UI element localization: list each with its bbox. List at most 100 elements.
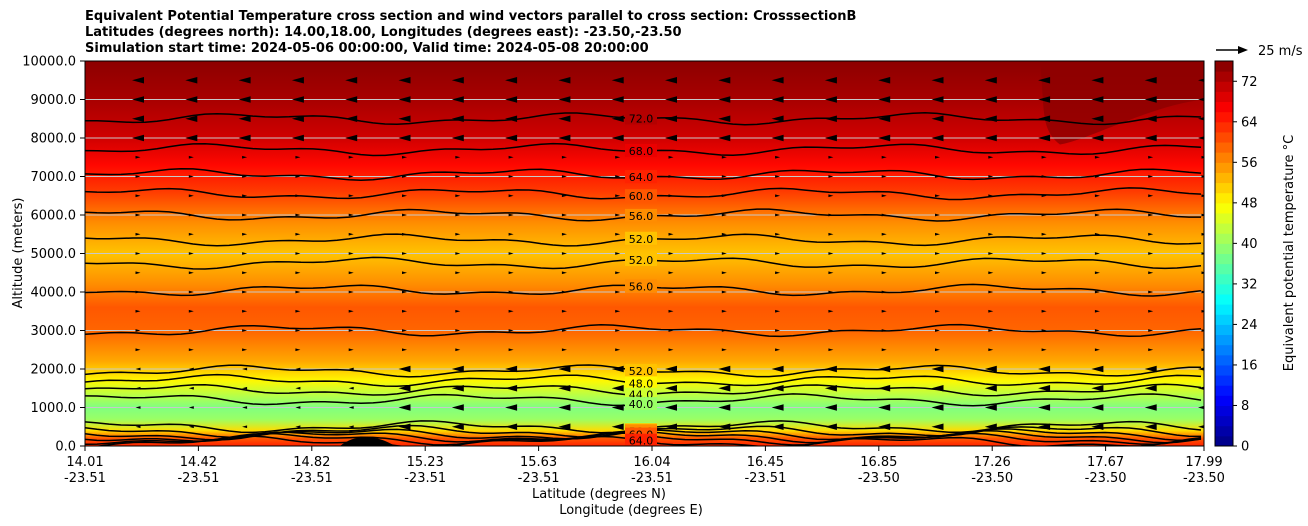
wind-arrow-icon bbox=[1091, 76, 1104, 84]
wind-arrow-icon bbox=[931, 134, 944, 142]
wind-arrow-icon bbox=[242, 386, 248, 390]
wind-arrow-icon bbox=[242, 175, 248, 178]
wind-arrow-icon bbox=[238, 76, 251, 84]
wind-arrow-icon bbox=[668, 329, 674, 332]
wind-arrow-icon bbox=[135, 367, 141, 371]
wind-arrow-icon bbox=[398, 96, 411, 103]
wind-arrow-icon bbox=[1091, 423, 1104, 431]
wind-arrow-icon bbox=[455, 348, 461, 352]
wind-arrow-icon bbox=[185, 134, 198, 142]
wind-arrow-icon bbox=[135, 386, 141, 390]
wind-arrow-icon bbox=[561, 252, 567, 255]
wind-arrow-icon bbox=[505, 134, 518, 142]
contour-label: 48.0 bbox=[629, 377, 654, 390]
wind-arrow-icon bbox=[1148, 232, 1154, 236]
colorbar-band bbox=[1215, 223, 1233, 234]
wind-arrow-icon bbox=[988, 213, 994, 217]
wind-arrow-icon bbox=[824, 115, 837, 123]
wind-arrow-icon bbox=[295, 406, 301, 409]
wind-arrow-icon bbox=[878, 423, 891, 431]
wind-arrow-icon bbox=[931, 404, 944, 411]
wind-arrow-icon bbox=[402, 194, 407, 198]
wind-arrow-icon bbox=[295, 348, 301, 352]
colorbar-band bbox=[1215, 111, 1233, 123]
wind-arrow-icon bbox=[824, 423, 837, 431]
wind-arrow-icon bbox=[611, 96, 624, 103]
wind-arrow-icon bbox=[1094, 213, 1100, 217]
wind-arrow-icon bbox=[188, 309, 194, 313]
wind-arrow-icon bbox=[1094, 309, 1100, 313]
wind-arrow-icon bbox=[615, 175, 621, 178]
wind-arrow-icon bbox=[1041, 175, 1047, 178]
wind-arrow-icon bbox=[345, 134, 358, 142]
wind-arrow-icon bbox=[984, 134, 997, 142]
wind-arrow-icon bbox=[508, 309, 514, 313]
y-tick-label: 10000.0 bbox=[22, 55, 76, 70]
contour-label-bg bbox=[625, 111, 657, 125]
wind-arrow-icon bbox=[291, 76, 304, 84]
wind-arrow-icon bbox=[1198, 136, 1204, 140]
wind-arrow-icon bbox=[828, 175, 834, 178]
wind-arrow-icon bbox=[721, 252, 727, 255]
x-tick-label-lon: -23.51 bbox=[404, 471, 446, 486]
wind-arrow-icon bbox=[824, 404, 837, 411]
wind-arrow-icon bbox=[508, 329, 514, 332]
colorbar-band bbox=[1215, 212, 1233, 224]
wind-arrow-icon bbox=[1094, 175, 1100, 178]
wind-arrow-icon bbox=[668, 232, 674, 236]
wind-arrow-icon bbox=[881, 232, 887, 236]
wind-arrow-icon bbox=[615, 271, 621, 275]
wind-arrow-icon bbox=[878, 365, 891, 373]
wind-arrow-icon bbox=[1201, 329, 1204, 332]
wind-arrow-icon bbox=[1094, 155, 1100, 159]
wind-arrow-icon bbox=[561, 232, 567, 236]
y-tick-label: 3000.0 bbox=[31, 324, 77, 339]
wind-arrow-icon bbox=[291, 115, 304, 123]
colorbar-band bbox=[1215, 81, 1233, 92]
wind-arrow-icon bbox=[828, 232, 834, 236]
x-tick-label-lat: 16.85 bbox=[860, 455, 897, 470]
wind-arrow-icon bbox=[561, 175, 567, 178]
wind-arrow-icon bbox=[931, 423, 944, 431]
wind-arrow-icon bbox=[1201, 290, 1204, 294]
wind-arrow-icon bbox=[1094, 348, 1100, 352]
wind-arrow-icon bbox=[935, 309, 940, 313]
wind-arrow-icon bbox=[561, 155, 567, 159]
wind-arrow-icon bbox=[665, 96, 677, 103]
wind-arrow-icon bbox=[665, 365, 677, 373]
wind-arrow-icon bbox=[188, 348, 194, 352]
colorbar-tick-label: 40 bbox=[1241, 237, 1258, 252]
wind-arrow-icon bbox=[718, 365, 731, 373]
wind-arrow-icon bbox=[402, 329, 407, 332]
wind-arrow-icon bbox=[824, 134, 837, 142]
wind-arrow-icon bbox=[242, 271, 248, 275]
wind-arrow-icon bbox=[1201, 155, 1204, 159]
wind-arrow-icon bbox=[348, 155, 354, 159]
wind-arrow-icon bbox=[878, 96, 891, 103]
wind-arrow-icon bbox=[451, 134, 464, 142]
wind-arrow-icon bbox=[718, 115, 731, 123]
x-tick-label-lon: -23.50 bbox=[1085, 471, 1127, 486]
wind-arrow-icon bbox=[561, 271, 567, 275]
wind-arrow-icon bbox=[615, 252, 621, 255]
wind-arrow-icon bbox=[1094, 232, 1100, 236]
wind-arrow-icon bbox=[188, 232, 194, 236]
wind-arrow-icon bbox=[615, 309, 621, 313]
wind-arrow-icon bbox=[508, 194, 514, 198]
wind-arrow-icon bbox=[1038, 423, 1051, 431]
colorbar-band bbox=[1215, 243, 1233, 254]
wind-arrow-icon bbox=[1041, 348, 1047, 352]
x-tick-label-lon: -23.51 bbox=[518, 471, 560, 486]
wind-arrow-icon bbox=[668, 213, 674, 217]
wind-arrow-icon bbox=[828, 329, 834, 332]
y-tick-label: 8000.0 bbox=[31, 132, 77, 147]
wind-arrow-icon bbox=[188, 425, 194, 429]
wind-arrow-icon bbox=[402, 175, 407, 178]
wind-arrow-icon bbox=[611, 76, 624, 84]
wind-arrow-icon bbox=[1091, 134, 1104, 142]
wind-arrow-icon bbox=[1144, 115, 1157, 123]
wind-arrow-icon bbox=[561, 329, 567, 332]
contour-label-bg bbox=[625, 143, 657, 157]
wind-arrow-icon bbox=[984, 384, 997, 392]
wind-arrow-icon bbox=[348, 252, 354, 255]
